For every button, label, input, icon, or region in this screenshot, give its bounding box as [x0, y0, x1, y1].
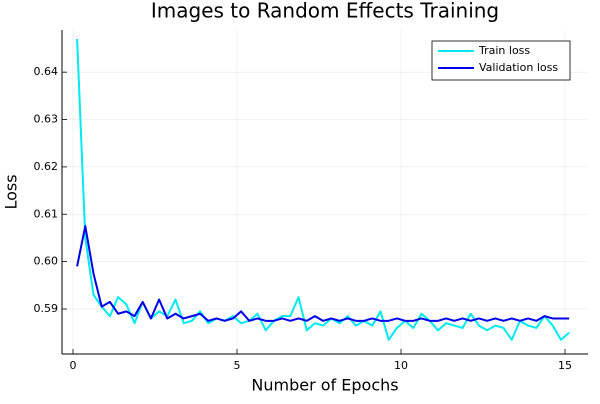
y-tick-label: 0.62 [34, 160, 59, 173]
legend-label: Train loss [478, 44, 530, 57]
legend-label: Validation loss [479, 61, 558, 74]
x-tick-label: 15 [558, 359, 572, 372]
y-tick-label: 0.63 [34, 113, 59, 126]
y-tick-label: 0.59 [34, 302, 59, 315]
x-axis-label: Number of Epochs [251, 376, 398, 395]
y-tick-label: 0.61 [34, 207, 59, 220]
data-line [76, 38, 570, 341]
x-tick-label: 0 [69, 359, 76, 372]
y-axis-label: Loss [2, 174, 21, 209]
y-tick-label: 0.60 [34, 255, 59, 268]
data-line [76, 225, 570, 322]
x-tick-label: 5 [234, 359, 241, 372]
legend-box [431, 40, 571, 81]
chart-title: Images to Random Effects Training [151, 0, 499, 23]
x-tick-label: 10 [394, 359, 408, 372]
y-tick-label: 0.64 [34, 65, 59, 78]
